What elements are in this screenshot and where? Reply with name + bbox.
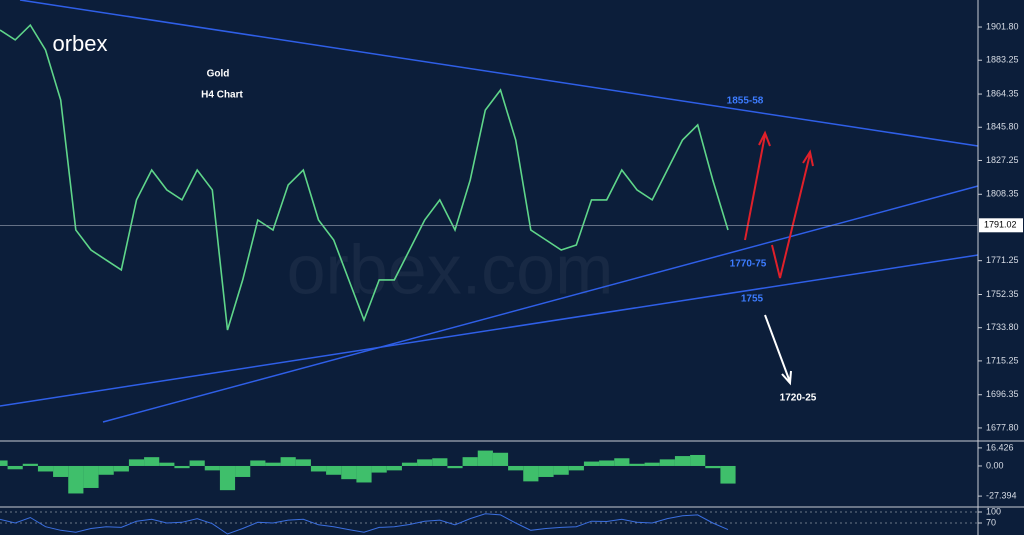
oscillator-bar xyxy=(326,465,342,475)
annotation: 1720-25 xyxy=(780,393,817,404)
trend-line xyxy=(19,0,979,147)
oscillator-bar xyxy=(720,465,736,484)
oscillator-bar xyxy=(644,462,660,466)
oscillator-bar xyxy=(599,460,615,466)
y-tick-label: 70 xyxy=(986,517,996,527)
arrow xyxy=(764,314,792,386)
oscillator-bar xyxy=(341,465,357,480)
oscillator-bar xyxy=(98,465,114,475)
annotation: 1755 xyxy=(741,294,764,305)
oscillator-bar xyxy=(386,465,402,471)
oscillator-bar xyxy=(690,454,706,466)
oscillator-bar xyxy=(462,457,478,466)
arrows xyxy=(744,130,814,386)
oscillator-bar xyxy=(219,465,236,491)
oscillator-bar xyxy=(447,465,463,469)
price-line xyxy=(0,23,729,331)
y-tick-label: 1696.35 xyxy=(986,389,1019,399)
y-tick-label: 1752.35 xyxy=(986,289,1019,299)
price-line xyxy=(0,513,729,535)
oscillator-bar xyxy=(128,459,145,466)
brand-logo: orbex xyxy=(52,31,107,56)
y-tick-label: 1771.25 xyxy=(986,255,1019,265)
y-tick-label: -27.394 xyxy=(986,490,1017,500)
oscillator-bar xyxy=(7,465,23,470)
oscillator-bar xyxy=(553,465,569,475)
oscillator-bar xyxy=(477,450,493,466)
chart-title: Gold xyxy=(207,69,230,80)
oscillator-bar xyxy=(356,465,372,483)
y-tick-label: 1827.25 xyxy=(986,155,1019,165)
oscillator-bar xyxy=(235,465,251,477)
oscillator-bar xyxy=(0,460,8,466)
annotation: 1770-75 xyxy=(730,259,767,270)
y-tick-label: 0.00 xyxy=(986,460,1004,470)
last-price-box xyxy=(979,218,1023,233)
annotation: 1855-58 xyxy=(727,96,764,107)
oscillator-bar xyxy=(83,465,99,488)
oscillator-bar xyxy=(280,457,296,466)
oscillator-bar xyxy=(568,465,584,471)
oscillator-bar xyxy=(53,465,69,477)
oscillator-bar xyxy=(22,463,38,466)
oscillator-bar xyxy=(371,465,387,473)
oscillator-bar xyxy=(614,458,630,466)
y-tick-label: 16.426 xyxy=(986,442,1014,452)
y-tick-label: 1883.25 xyxy=(986,55,1019,65)
oscillator-bar xyxy=(68,465,84,494)
oscillator-bar xyxy=(113,465,129,472)
y-tick-label: 1733.80 xyxy=(986,322,1019,332)
oscillator-bar xyxy=(265,462,281,466)
oscillator-bar xyxy=(417,459,433,466)
oscillator-bar xyxy=(492,452,509,466)
oscillator-bar xyxy=(174,465,190,469)
oscillator-bar xyxy=(159,462,175,466)
oscillator-bar xyxy=(295,459,311,466)
oscillator-bar xyxy=(37,465,54,472)
oscillator-bar xyxy=(659,459,675,466)
oscillator-bar xyxy=(538,465,554,477)
oscillator-bar xyxy=(629,463,645,466)
oscillator-bar xyxy=(189,460,205,466)
oscillator-bar xyxy=(401,462,418,466)
oscillator-bar xyxy=(250,460,266,466)
y-tick-label: 1715.25 xyxy=(986,355,1019,365)
last-price-label: 1791.02 xyxy=(984,220,1017,230)
y-tick-label: 1845.80 xyxy=(986,122,1019,132)
y-tick-label: 1808.35 xyxy=(986,189,1019,199)
trend-line xyxy=(0,254,979,407)
oscillator-bar xyxy=(310,465,327,472)
y-tick-label: 1677.80 xyxy=(986,422,1019,432)
arrow xyxy=(744,130,771,241)
oscillator-bar xyxy=(583,461,600,466)
y-tick-label: 100 xyxy=(986,506,1001,516)
oscillator-bar xyxy=(674,456,691,466)
oscillator-bar xyxy=(705,465,721,469)
y-tick-label: 1901.80 xyxy=(986,21,1019,31)
oscillator-bar xyxy=(144,457,160,466)
arrow xyxy=(771,149,814,279)
oscillator-bar xyxy=(523,465,539,482)
oscillator-bar xyxy=(508,465,524,471)
chart-subtitle: H4 Chart xyxy=(201,90,243,101)
watermark: orbex.com xyxy=(287,230,614,308)
y-tick-label: 1864.35 xyxy=(986,88,1019,98)
oscillator-bar xyxy=(432,458,448,466)
oscillator-bar xyxy=(204,465,220,471)
